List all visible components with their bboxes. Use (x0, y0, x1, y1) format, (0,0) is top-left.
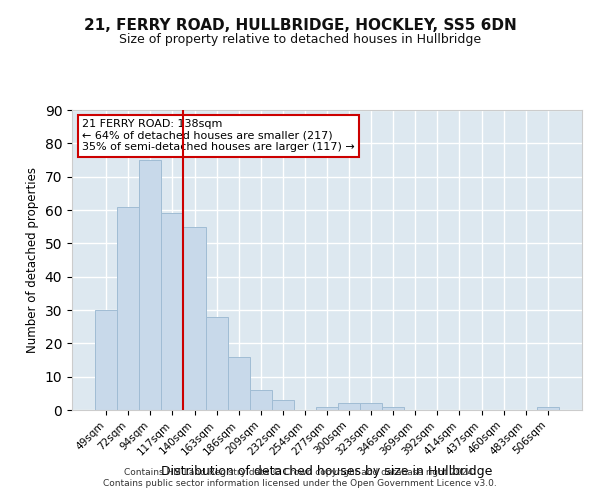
Bar (537, 406, 559, 410)
Bar (272, 400, 294, 410)
Text: Size of property relative to detached houses in Hullbridge: Size of property relative to detached ho… (119, 32, 481, 46)
Bar (206, 316, 227, 410)
Text: Contains HM Land Registry data © Crown copyright and database right 2024.
Contai: Contains HM Land Registry data © Crown c… (103, 468, 497, 487)
Bar (95, 310, 117, 410)
Bar (382, 406, 404, 410)
X-axis label: Distribution of detached houses by size in Hullbridge: Distribution of detached houses by size … (161, 465, 493, 478)
Bar (227, 356, 250, 410)
Bar (316, 406, 338, 410)
Text: 21 FERRY ROAD: 138sqm
← 64% of detached houses are smaller (217)
35% of semi-det: 21 FERRY ROAD: 138sqm ← 64% of detached … (82, 119, 355, 152)
Y-axis label: Number of detached properties: Number of detached properties (26, 167, 39, 353)
Bar (184, 226, 206, 410)
Bar (250, 390, 272, 410)
Bar (360, 404, 382, 410)
Bar (161, 214, 184, 410)
Bar (117, 206, 139, 410)
Bar (139, 160, 161, 410)
Bar (338, 404, 360, 410)
Text: 21, FERRY ROAD, HULLBRIDGE, HOCKLEY, SS5 6DN: 21, FERRY ROAD, HULLBRIDGE, HOCKLEY, SS5… (83, 18, 517, 32)
